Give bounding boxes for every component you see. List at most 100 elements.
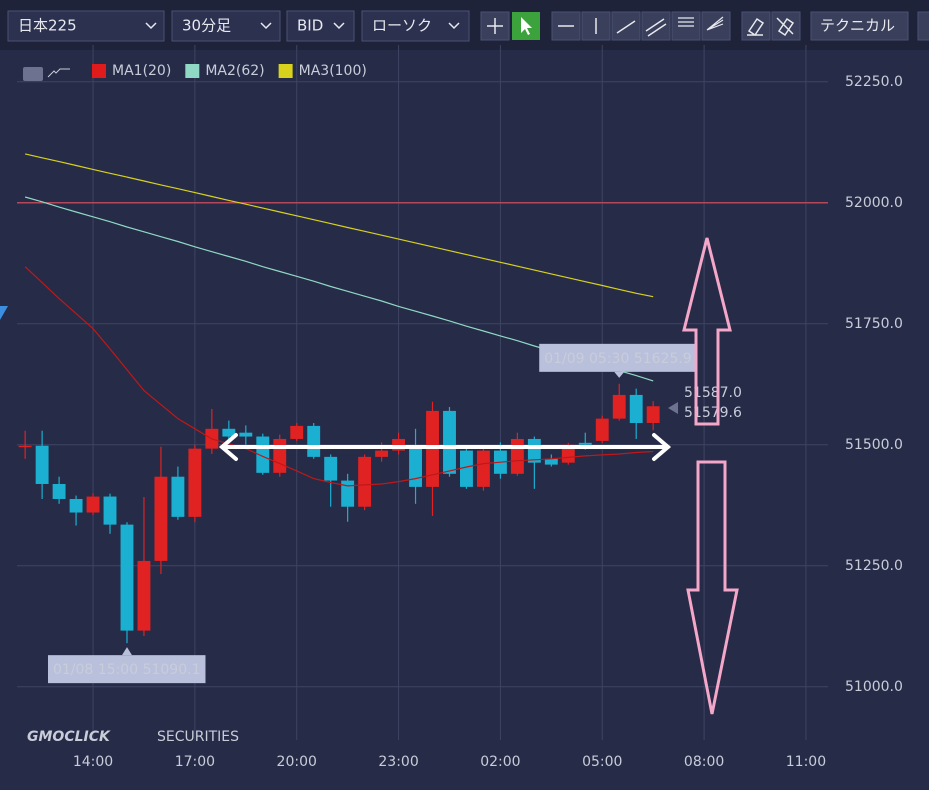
technical-label: テクニカル — [820, 17, 895, 35]
candle-body — [273, 438, 287, 473]
annotation-label: 01/08 15:00 51090.1 — [53, 662, 201, 678]
candle-body — [154, 476, 168, 561]
price-pointer — [668, 402, 678, 414]
interval-label: 30分足 — [182, 17, 231, 35]
candle-body — [544, 458, 558, 465]
candle-body — [171, 476, 185, 517]
candle-body — [527, 438, 541, 463]
chevron — [448, 22, 460, 30]
x-tick-label: 11:00 — [786, 754, 826, 770]
candle-body — [137, 560, 151, 631]
x-tick-label: 14:00 — [73, 754, 113, 770]
icon — [521, 17, 532, 35]
price-tag: 51579.6 — [684, 405, 742, 421]
erase-btn[interactable] — [741, 11, 771, 41]
candle-body — [646, 406, 660, 423]
interval-select[interactable] — [171, 10, 281, 42]
candle-body — [35, 445, 49, 484]
annotation-box — [539, 343, 697, 372]
channel-btn[interactable] — [641, 11, 671, 41]
legend-icon — [47, 68, 70, 78]
candle-body — [358, 456, 372, 507]
candle-body — [510, 438, 524, 474]
candle-body — [629, 394, 643, 423]
legend-label: MA1(20) — [112, 63, 171, 79]
legend-swatch — [278, 64, 293, 78]
candle-body — [188, 448, 202, 517]
icon — [645, 18, 667, 37]
candle-body — [595, 418, 609, 441]
icon — [747, 17, 765, 37]
up-arrow — [682, 237, 732, 426]
x-tick-label: 02:00 — [480, 754, 520, 770]
candle-body — [443, 410, 456, 474]
candle-body — [392, 438, 406, 451]
style-label: ローソク — [372, 17, 432, 35]
y-tick-label: 51000.0 — [845, 679, 903, 695]
x-tick-label: 23:00 — [378, 754, 418, 770]
price-tag: 51587.0 — [684, 385, 742, 401]
toolbar: 日本225 30分足 BID ローソク テクニカル — [0, 0, 929, 50]
candle-body — [103, 496, 117, 525]
annotation-pointer — [121, 647, 132, 656]
candle-body — [86, 496, 100, 513]
side-marker — [0, 306, 8, 320]
icon — [487, 18, 503, 34]
chevron — [145, 22, 157, 30]
y-tick-label: 52000.0 — [845, 195, 903, 211]
legend: MA1(20) MA2(62) MA3(100) — [23, 63, 367, 81]
x-tick-label: 17:00 — [175, 754, 215, 770]
candle-body — [578, 442, 592, 445]
annotation-label: 01/09 05:30 51625.9 — [544, 351, 692, 367]
vline-btn[interactable] — [581, 11, 611, 41]
price-label: BID — [297, 17, 323, 35]
icon — [776, 17, 795, 37]
icon — [678, 17, 694, 27]
symbol-select[interactable] — [7, 10, 165, 42]
plot: 51000.0 51250.0 51500.0 51750.0 52000.0 52250… — [17, 45, 903, 770]
y-tick-label: 51250.0 — [845, 558, 903, 574]
annotation: 01/08 15:00 51090.1 — [47, 647, 206, 684]
y-tick-label: 51750.0 — [845, 316, 903, 332]
range-arrow — [218, 433, 672, 461]
down-arrow — [686, 460, 739, 715]
watermark: SECURITIES — [157, 729, 239, 745]
price-select[interactable] — [286, 10, 355, 42]
x-tick-label: 08:00 — [684, 754, 724, 770]
more-btn[interactable] — [917, 11, 929, 41]
annotation: 01/09 05:30 51625.9 — [539, 343, 697, 378]
x-tick-label: 05:00 — [582, 754, 622, 770]
annotation-pointer — [614, 371, 625, 378]
legend-swatch — [185, 64, 200, 78]
trend-btn[interactable] — [611, 11, 641, 41]
chevron — [333, 22, 345, 30]
y-tick-label: 52250.0 — [845, 74, 903, 90]
legend-icon — [23, 67, 43, 81]
candle-body — [375, 450, 389, 457]
candle-body — [307, 425, 321, 457]
y-tick-label: 51500.0 — [845, 437, 903, 453]
candle-body — [460, 450, 473, 487]
candle-body — [409, 445, 422, 487]
icon — [616, 20, 636, 34]
watermark: GMOCLICK — [27, 729, 111, 745]
icon — [706, 16, 724, 31]
candle-body — [290, 425, 304, 439]
legend-label: MA3(100) — [299, 63, 367, 79]
candle-body — [612, 394, 626, 419]
candle-body — [222, 428, 236, 437]
technical-btn[interactable] — [810, 11, 909, 41]
candle-body — [52, 483, 66, 499]
legend-swatch — [92, 64, 106, 78]
candle-body — [18, 445, 32, 448]
chevron — [260, 22, 272, 30]
ma-line — [24, 153, 654, 298]
candle-body — [324, 456, 338, 481]
candle-body — [120, 524, 134, 631]
candle-body — [341, 480, 355, 507]
candle-body — [476, 450, 490, 487]
candle-body — [69, 498, 83, 513]
annotation-box — [47, 655, 206, 684]
symbol-label: 日本225 — [18, 17, 77, 35]
